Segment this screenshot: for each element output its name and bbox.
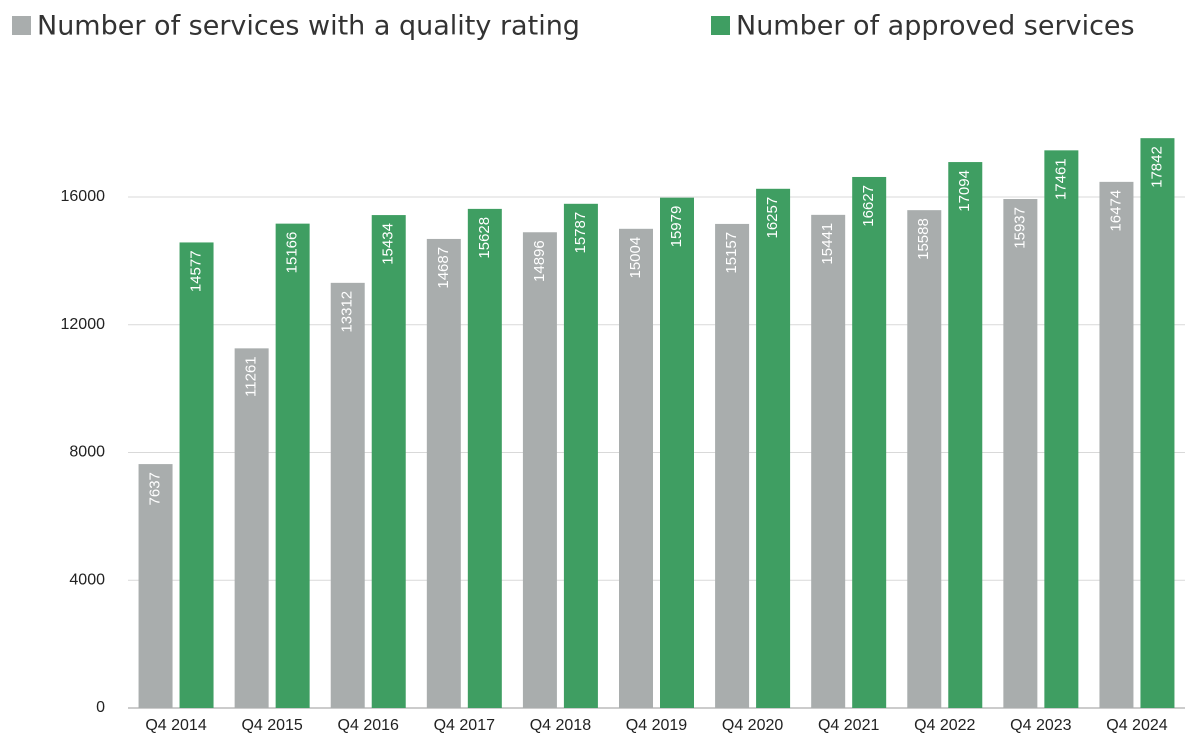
y-tick-label: 12000 <box>61 316 106 333</box>
value-label: 15434 <box>380 223 397 265</box>
value-label: 15628 <box>476 217 493 259</box>
bar <box>811 214 846 708</box>
value-label: 16474 <box>1107 190 1124 232</box>
y-tick-label: 16000 <box>61 188 106 205</box>
value-label: 16627 <box>860 185 877 227</box>
bar <box>1099 181 1134 708</box>
x-tick-label: Q4 2016 <box>338 717 399 734</box>
bar <box>234 348 269 708</box>
x-tick-label: Q4 2019 <box>626 717 687 734</box>
bar <box>1044 150 1079 709</box>
bar <box>907 210 942 708</box>
legend-swatch <box>711 16 730 35</box>
x-tick-label: Q4 2022 <box>914 717 975 734</box>
value-label: 11261 <box>243 356 260 397</box>
bar <box>715 223 750 708</box>
value-label: 14577 <box>188 250 205 292</box>
value-label: 7637 <box>147 472 164 505</box>
x-tick-label: Q4 2020 <box>722 717 783 734</box>
value-label: 15157 <box>723 232 740 274</box>
bar <box>426 238 461 708</box>
value-label: 15937 <box>1011 207 1028 249</box>
value-label: 16257 <box>764 197 781 239</box>
legend-label: Number of services with a quality rating <box>37 11 580 42</box>
legend-label: Number of approved services <box>736 11 1135 42</box>
x-tick-label: Q4 2024 <box>1106 717 1167 734</box>
x-tick-label: Q4 2014 <box>145 717 206 734</box>
bar <box>275 223 310 709</box>
x-tick-label: Q4 2018 <box>530 717 591 734</box>
y-tick-label: 4000 <box>69 571 105 588</box>
bar <box>756 188 791 709</box>
x-tick-label: Q4 2015 <box>241 717 302 734</box>
value-label: 15787 <box>572 212 589 254</box>
value-label: 15004 <box>627 237 644 279</box>
bar <box>522 232 557 708</box>
value-label: 13312 <box>339 291 356 333</box>
value-label: 17842 <box>1148 146 1165 188</box>
value-label: 15441 <box>819 223 836 265</box>
bar <box>660 197 694 708</box>
y-tick-label: 8000 <box>69 444 105 461</box>
bar <box>179 242 214 708</box>
bar <box>1140 138 1175 708</box>
bar <box>948 162 983 709</box>
bar <box>138 464 173 708</box>
value-label: 15979 <box>668 206 685 248</box>
x-tick-label: Q4 2021 <box>818 717 879 734</box>
value-label: 14896 <box>531 240 548 282</box>
bar <box>563 203 598 709</box>
y-tick-label: 0 <box>96 699 105 716</box>
x-tick-label: Q4 2017 <box>434 717 495 734</box>
value-label: 14687 <box>435 247 452 289</box>
value-label: 17461 <box>1052 158 1069 200</box>
bar <box>371 215 406 708</box>
legend-swatch <box>12 16 31 35</box>
bar <box>619 228 653 708</box>
x-tick-label: Q4 2023 <box>1010 717 1071 734</box>
bar <box>330 282 365 708</box>
bar <box>852 176 887 708</box>
value-label: 17094 <box>956 170 973 212</box>
value-label: 15166 <box>284 232 301 274</box>
bar <box>467 208 502 709</box>
value-label: 15588 <box>915 218 932 260</box>
bar <box>1003 199 1038 708</box>
